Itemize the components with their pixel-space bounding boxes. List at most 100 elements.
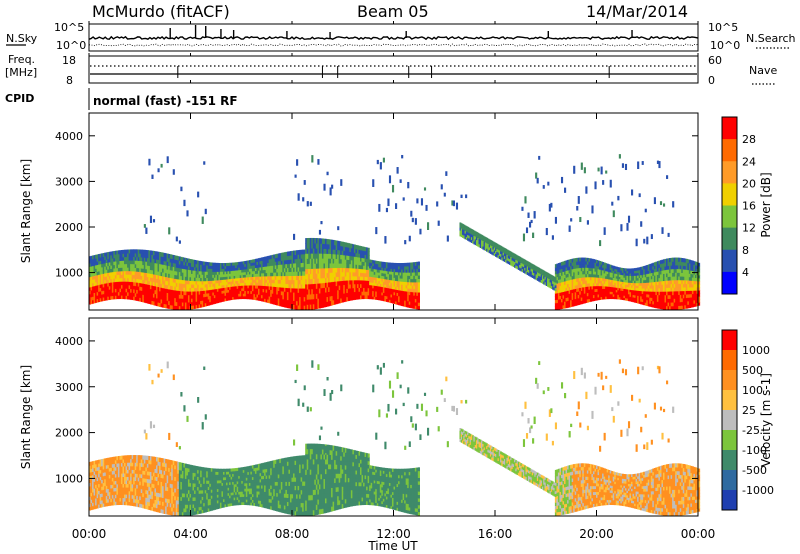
power-cell [279,279,282,284]
power-cell [361,246,364,251]
power-cell [367,262,370,267]
power-cell [464,230,467,234]
power-cell [120,267,124,272]
power-cell [247,260,250,264]
power-cell [119,263,122,268]
power-cell [517,258,520,262]
power-cell [139,264,142,269]
power-cell [612,265,615,269]
power-cell [691,280,695,285]
power-cell [693,303,696,307]
power-cell [245,260,248,264]
power-cell [385,270,389,274]
power-cell [306,263,309,270]
power-cell [253,262,256,266]
power-cell [560,261,564,266]
power-cell [356,279,360,285]
power-cell [363,294,366,300]
power-cell [117,284,121,289]
power-cell [585,280,588,284]
power-cell [323,183,326,191]
power-cell [271,265,274,270]
power-cell [678,265,681,270]
power-cell [212,286,215,290]
power-cell [128,267,131,272]
power-cell [337,245,340,251]
power-cell [614,280,617,283]
power-cell [473,230,476,234]
power-cell [314,243,317,249]
power-cell [116,291,119,296]
power-cell [204,290,207,294]
power-cell [346,255,349,260]
power-cell [198,264,201,268]
power-cell [137,271,140,276]
power-cell [626,282,629,285]
power-cell [623,268,626,271]
power-cell [130,292,133,297]
power-cell [117,264,121,269]
power-cell [306,253,309,259]
power-cell [367,258,370,263]
power-cell [688,280,691,285]
power-cell [369,279,372,283]
power-cell [291,296,294,301]
power-cell [445,171,448,176]
power-cell [277,283,280,288]
power-cell [506,257,509,261]
power-cell [291,254,294,260]
power-cell [151,292,154,298]
power-cell [681,261,684,266]
power-cell [165,257,168,262]
power-cell [352,275,355,281]
power-cell [644,208,647,213]
power-cell [568,259,571,264]
power-cell [653,297,656,302]
power-cell [305,294,308,300]
power-cell [620,292,623,296]
power-cell [122,270,125,275]
power-cell [644,288,647,292]
power-cell [195,260,198,265]
power-cell [600,277,603,281]
power-cell [162,279,165,285]
power-cell [573,275,576,280]
power-cell [599,240,602,247]
power-cell [184,272,188,277]
power-cell [323,258,326,264]
power-cell [599,288,602,292]
power-cell [264,256,267,261]
power-cell [174,282,177,287]
power-cell [395,203,398,209]
power-cell [134,260,137,265]
power-cell [324,292,328,298]
power-cell [557,263,561,267]
power-cell [311,298,314,305]
power-cell [276,286,279,291]
power-cell [125,270,128,275]
power-cell [493,244,496,248]
power-cell [589,267,593,272]
power-cell [334,267,337,273]
power-cell [567,297,570,302]
power-cell [687,266,690,271]
power-cell [247,276,250,281]
power-cell [638,269,641,273]
power-cell [285,251,288,257]
power-cell [95,261,98,266]
power-cell [134,263,137,268]
power-cell [155,266,159,272]
power-cell [271,300,274,305]
power-cell [650,285,653,289]
power-cell [376,296,379,301]
power-cell [251,285,255,289]
power-cell [612,291,615,295]
power-cell [612,296,615,300]
power-cell [416,275,419,280]
power-cell [146,284,149,289]
power-cell [381,294,384,299]
power-cell [606,291,609,295]
power-cell [201,264,204,269]
power-cell [294,271,297,276]
